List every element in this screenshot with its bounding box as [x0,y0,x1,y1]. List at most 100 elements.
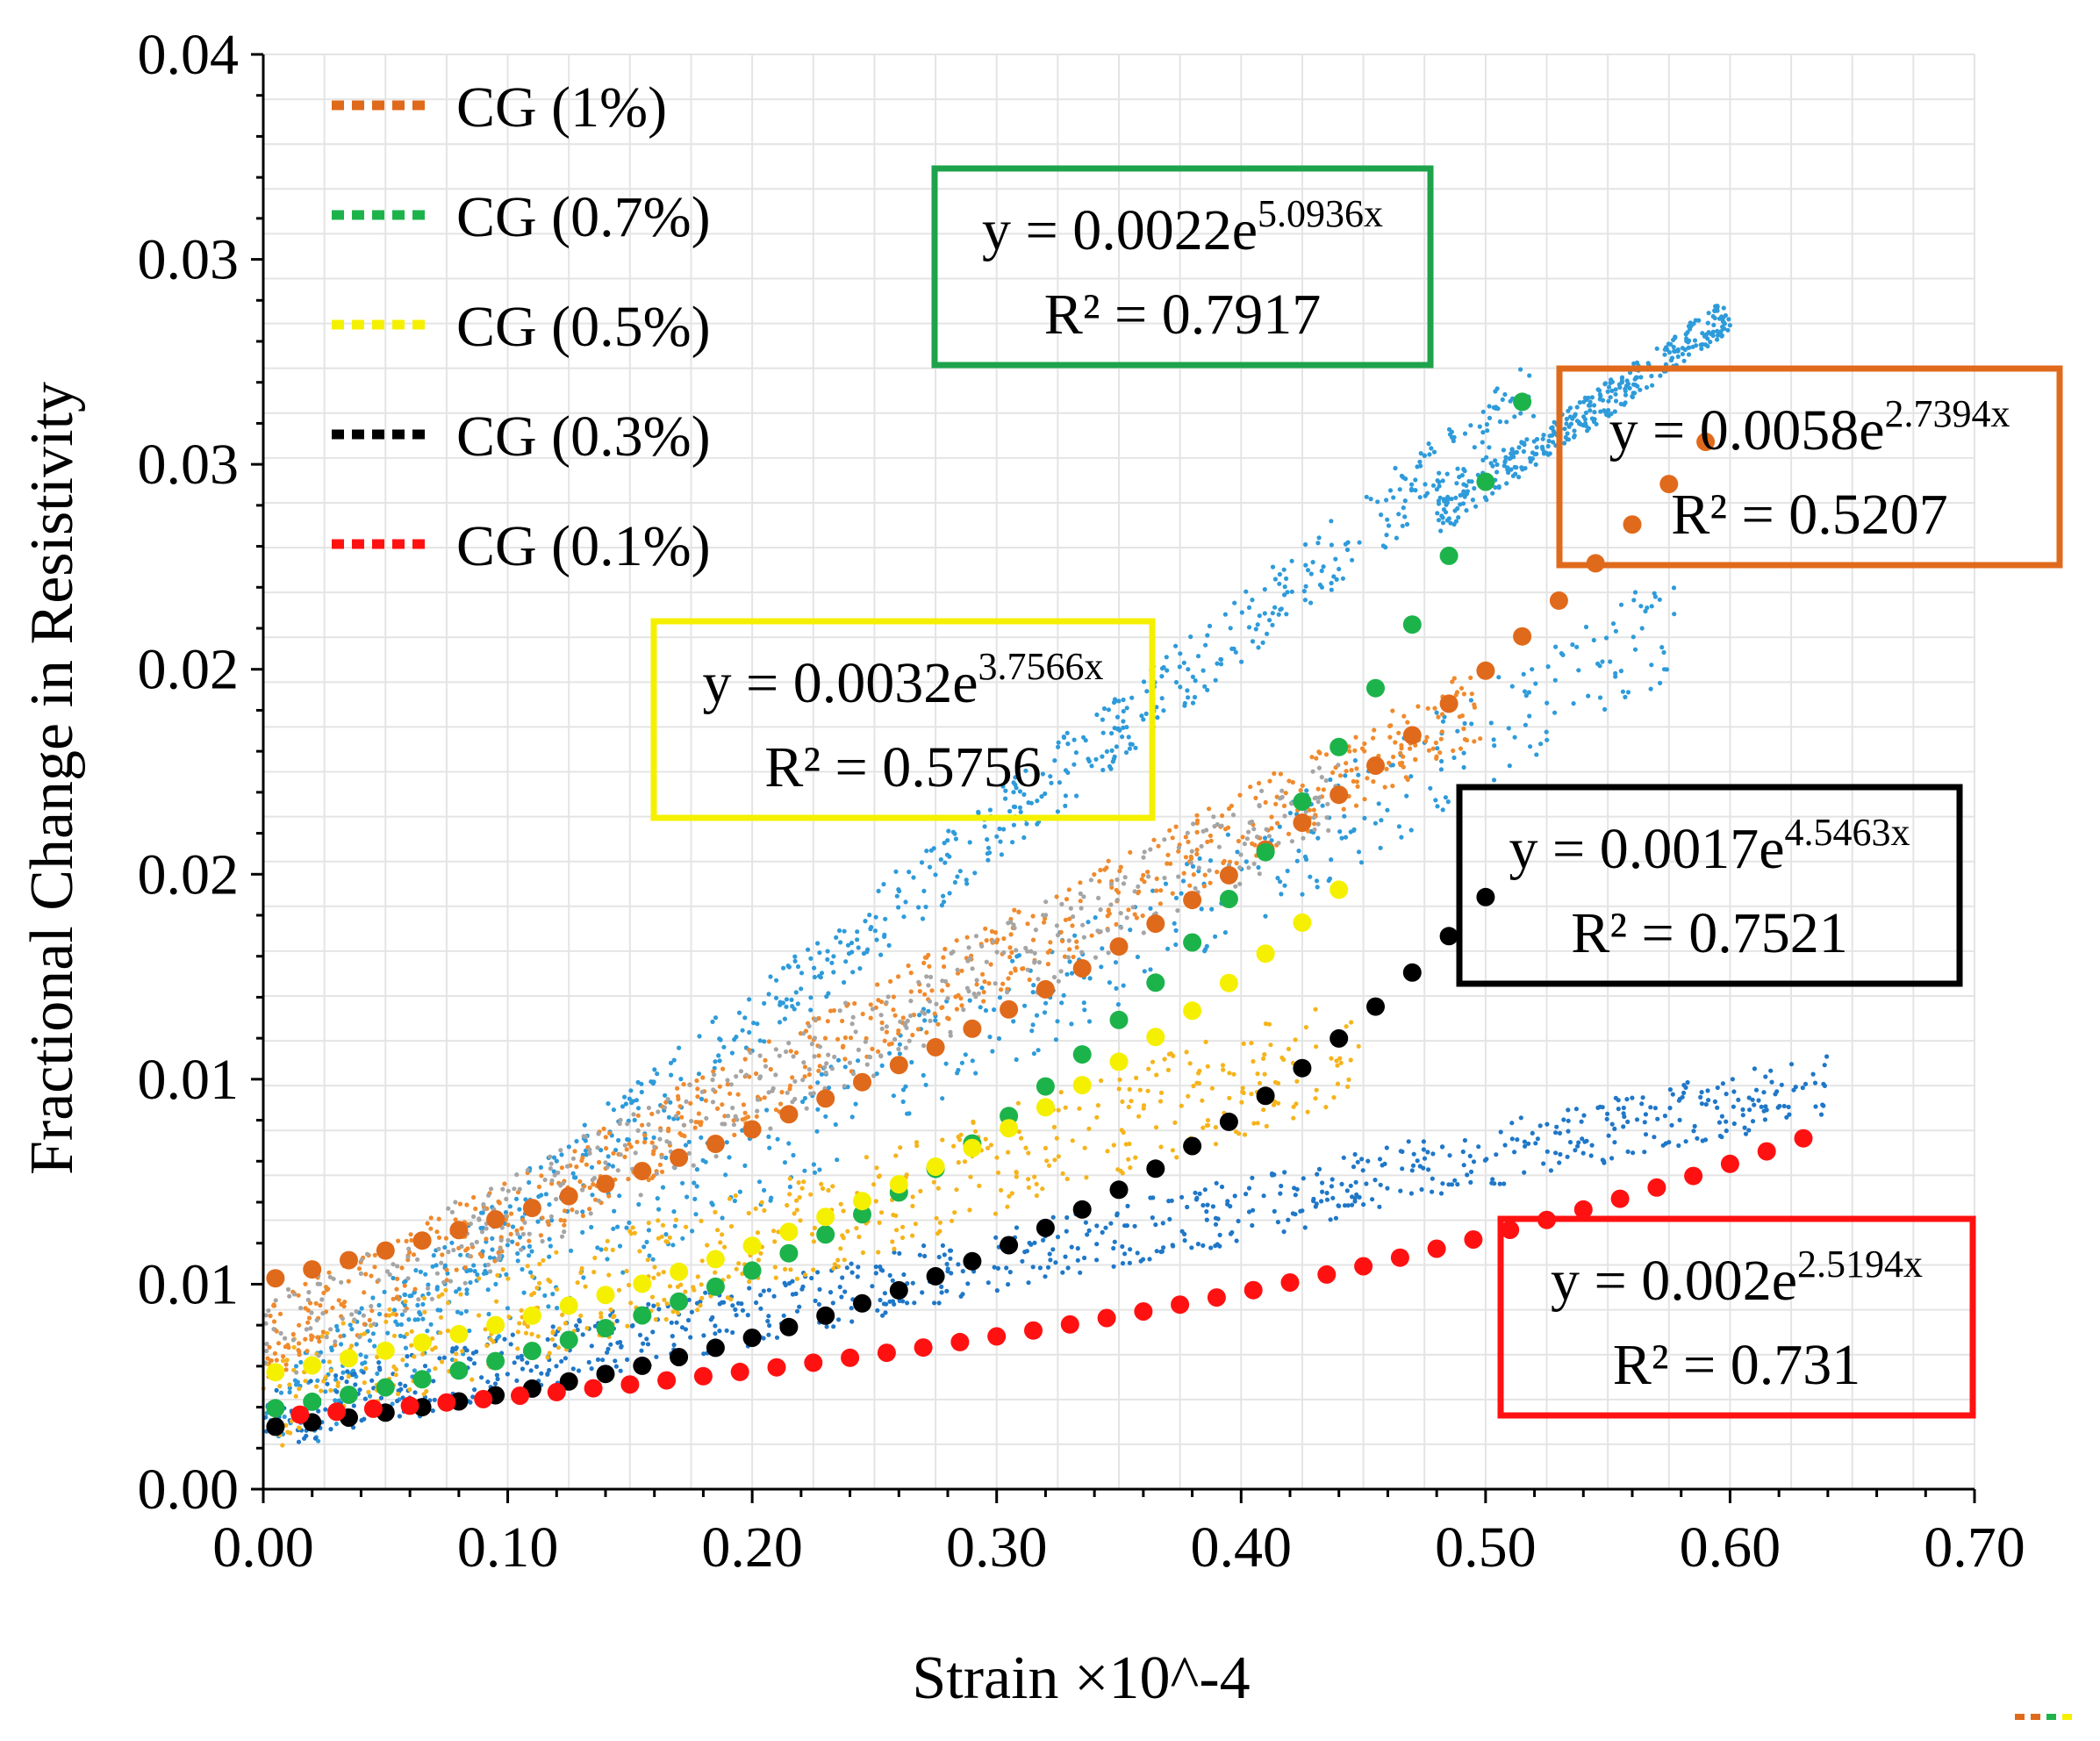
raw-data-point [1207,806,1212,812]
raw-data-point [477,1276,482,1281]
raw-data-point [1356,849,1362,855]
raw-data-point [606,1101,611,1107]
raw-data-point [876,1174,882,1179]
raw-data-point [441,1279,447,1285]
raw-data-point [880,1313,885,1318]
raw-data-point [853,1029,858,1035]
raw-data-point [510,1332,515,1337]
raw-data-point [828,1290,834,1295]
raw-data-point [800,1284,806,1289]
raw-data-point [329,1347,334,1353]
raw-data-point [443,1287,448,1293]
raw-data-point [353,1382,358,1387]
raw-data-point [684,1194,690,1200]
raw-data-point [949,1271,954,1276]
raw-data-point [1344,547,1351,553]
raw-data-point [287,1389,292,1395]
trend-point [1219,1112,1238,1131]
raw-data-point [644,1239,649,1244]
raw-data-point [1176,845,1181,850]
trend-point [266,1269,285,1288]
raw-data-point [1503,455,1509,460]
raw-data-point [1286,1046,1292,1051]
raw-data-point [693,1212,699,1217]
raw-data-point [1036,960,1042,965]
raw-data-point [1385,517,1390,522]
raw-data-point [1711,322,1717,327]
raw-data-point [383,1319,389,1324]
raw-data-point [615,1224,620,1229]
raw-data-point [1086,1126,1092,1131]
raw-data-point [475,1272,480,1278]
raw-data-point [854,1226,859,1231]
raw-data-point [1239,659,1244,664]
raw-data-point [1199,843,1204,849]
raw-data-point [1102,867,1107,872]
raw-data-point [1293,1212,1298,1217]
raw-data-point [666,1126,671,1131]
raw-data-point [441,1355,447,1360]
raw-data-point [1609,388,1615,393]
raw-data-point [548,1243,554,1249]
raw-data-point [1155,715,1160,720]
raw-data-point [1606,384,1612,390]
raw-data-point [1449,497,1454,502]
raw-data-point [891,1212,896,1218]
raw-data-point [1328,777,1333,783]
raw-data-point [888,978,893,984]
raw-data-point [305,1308,311,1313]
raw-data-point [1649,604,1654,609]
raw-data-point [1692,338,1698,343]
raw-data-point [547,1351,552,1356]
raw-data-point [863,919,868,924]
raw-data-point [387,1272,392,1278]
raw-data-point [1459,685,1465,691]
raw-data-point [663,1093,668,1098]
raw-data-point [1154,1249,1159,1254]
raw-data-point [1409,1168,1415,1173]
raw-data-point [992,1265,997,1270]
raw-data-point [540,1215,545,1221]
raw-data-point [587,1147,592,1152]
raw-data-point [765,1318,770,1324]
raw-data-point [999,852,1004,857]
trend-point [1183,933,1202,952]
raw-data-point [391,1296,396,1301]
raw-data-point [985,1280,991,1286]
raw-data-point [1430,1176,1435,1181]
raw-data-point [924,849,929,854]
raw-data-point [431,1253,436,1258]
raw-data-point [1159,1249,1165,1254]
raw-data-point [1362,741,1367,747]
raw-data-point [1240,1085,1245,1091]
raw-data-point [545,1372,550,1377]
raw-data-point [638,1193,643,1198]
trend-point [522,1342,541,1360]
raw-data-point [1400,523,1405,528]
raw-data-point [1508,398,1513,404]
raw-data-point [369,1273,374,1279]
equation-label: y = 0.0022e5.0936x [982,192,1383,262]
raw-data-point [1191,872,1196,878]
raw-data-point [1671,585,1677,591]
raw-data-point [878,1265,883,1270]
raw-data-point [663,1316,669,1322]
raw-data-point [1065,955,1071,960]
raw-data-point [325,1330,330,1336]
raw-data-point [773,1275,778,1280]
raw-data-point [1239,610,1244,615]
raw-data-point [1469,479,1474,484]
raw-data-point [575,1280,580,1286]
raw-data-point [1290,779,1295,785]
raw-data-point [1130,905,1136,910]
raw-data-point [505,1243,511,1248]
raw-data-point [1208,1245,1214,1250]
raw-data-point [1118,1168,1123,1173]
raw-data-point [1060,938,1065,943]
raw-data-point [793,1050,799,1056]
raw-data-point [725,1078,730,1083]
raw-data-point [1319,568,1324,574]
raw-data-point [505,1222,511,1228]
raw-data-point [1425,706,1430,711]
